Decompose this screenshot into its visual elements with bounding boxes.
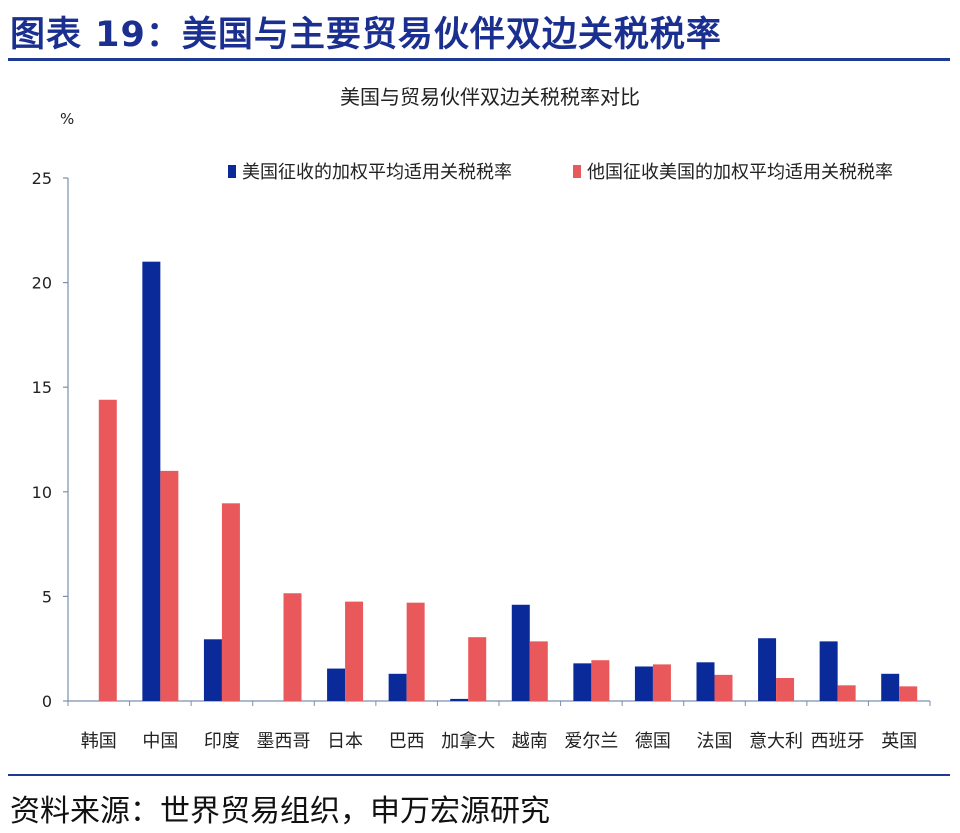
partner-tariff-bar-7 xyxy=(468,637,487,701)
category-label: 韩国 xyxy=(81,731,117,752)
partner-tariff-bar-14 xyxy=(899,686,918,701)
us-tariff-bar-10 xyxy=(634,666,653,701)
y-axis-unit: % xyxy=(60,110,74,128)
legend-swatch-2 xyxy=(573,165,581,178)
us-tariff-bar-3 xyxy=(203,639,222,701)
partner-tariff-bar-8 xyxy=(529,641,548,701)
category-label: 日本 xyxy=(327,731,363,752)
source-divider xyxy=(8,774,950,776)
legend-label-2: 他国征收美国的加权平均适用关税税率 xyxy=(587,162,893,183)
category-label: 法国 xyxy=(697,731,733,752)
source-note: 资料来源：世界贸易组织，申万宏源研究 xyxy=(10,794,550,829)
us-tariff-bar-6 xyxy=(388,673,407,701)
us-tariff-bar-12 xyxy=(758,638,777,701)
partner-tariff-bar-11 xyxy=(714,674,733,701)
partner-tariff-bar-4 xyxy=(283,593,302,701)
y-tick-label: 15 xyxy=(32,378,52,397)
partner-tariff-bar-13 xyxy=(837,685,856,701)
category-label: 中国 xyxy=(142,731,178,752)
us-tariff-bar-5 xyxy=(327,668,346,701)
partner-tariff-bar-10 xyxy=(652,664,671,701)
us-tariff-bar-11 xyxy=(696,662,715,701)
category-label: 英国 xyxy=(881,731,917,752)
us-tariff-bar-9 xyxy=(573,663,592,701)
us-tariff-bar-14 xyxy=(881,673,900,701)
us-tariff-bar-13 xyxy=(819,641,838,701)
y-tick-label: 10 xyxy=(32,483,52,502)
legend-label-1: 美国征收的加权平均适用关税税率 xyxy=(242,162,512,183)
partner-tariff-bar-5 xyxy=(345,601,364,701)
us-tariff-bar-2 xyxy=(142,261,161,701)
bars xyxy=(98,261,918,701)
us-tariff-bar-8 xyxy=(511,604,530,701)
title-divider xyxy=(8,58,950,61)
category-label: 德国 xyxy=(635,731,671,752)
chart-title: 美国与贸易伙伴双边关税税率对比 xyxy=(340,85,640,109)
category-label: 巴西 xyxy=(389,731,425,752)
partner-tariff-bar-2 xyxy=(160,470,179,701)
partner-tariff-bar-6 xyxy=(406,602,425,701)
y-tick-label: 20 xyxy=(32,274,52,293)
y-tick-label: 0 xyxy=(42,692,52,711)
bar-chart: 美国与贸易伙伴双边关税税率对比 % 美国征收的加权平均适用关税税率 他国征收美国的… xyxy=(32,85,931,752)
partner-tariff-bar-12 xyxy=(776,677,795,701)
category-label: 印度 xyxy=(204,731,240,752)
partner-tariff-bar-9 xyxy=(591,660,610,701)
category-label: 加拿大 xyxy=(441,730,495,752)
category-label: 越南 xyxy=(512,731,548,752)
us-tariff-bar-7 xyxy=(450,698,469,701)
category-label: 墨西哥 xyxy=(257,731,311,752)
legend: 美国征收的加权平均适用关税税率 他国征收美国的加权平均适用关税税率 xyxy=(228,162,893,183)
category-label: 爱尔兰 xyxy=(564,731,618,752)
category-labels: 韩国 中国 印度 墨西哥 日本 巴西 加拿大 越南 爱尔兰 德国 法国 意大利 西班牙 英国 xyxy=(81,730,917,752)
partner-tariff-bar-3 xyxy=(221,503,240,701)
partner-tariff-bar-1 xyxy=(98,399,117,701)
category-label: 西班牙 xyxy=(811,731,865,752)
figure-title: 图表 19：美国与主要贸易伙伴双边关税税率 xyxy=(10,15,722,55)
y-tick-label: 25 xyxy=(32,169,52,188)
y-tick-label: 5 xyxy=(42,587,52,606)
legend-swatch-1 xyxy=(228,165,236,178)
category-label: 意大利 xyxy=(749,731,803,752)
